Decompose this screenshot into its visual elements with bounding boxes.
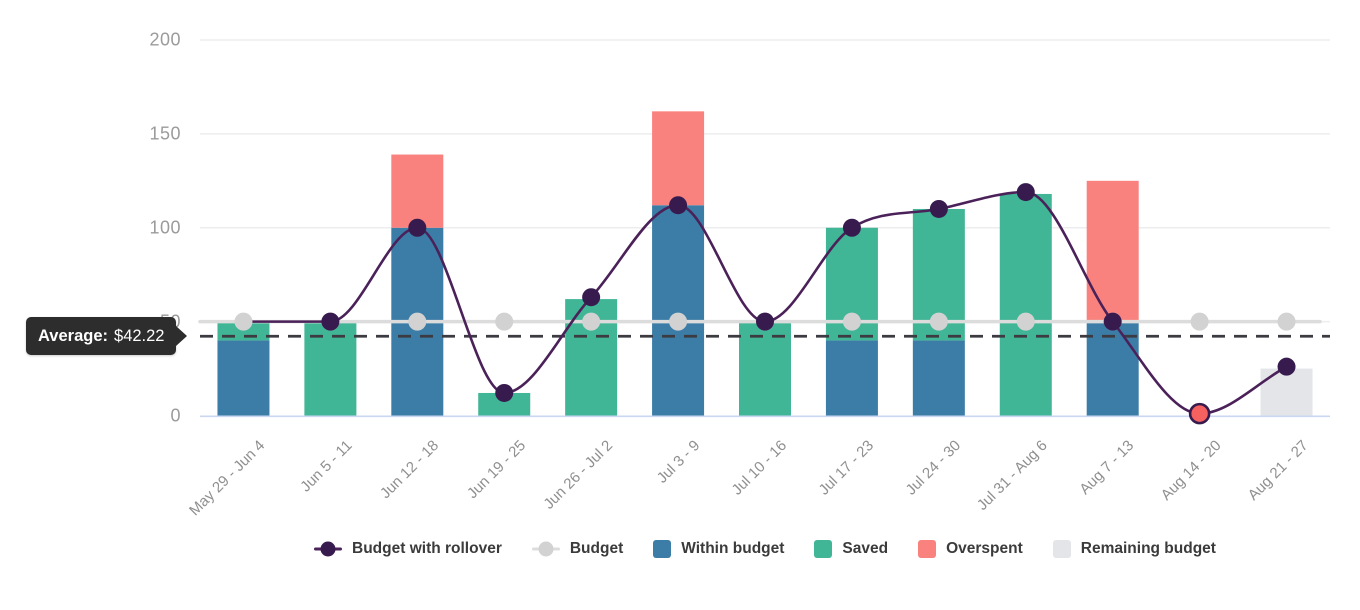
bar-segment-overspent[interactable]: [391, 154, 444, 228]
rollover-dot[interactable]: [842, 218, 861, 237]
bar-segment-saved[interactable]: [478, 392, 531, 416]
legend-label: Budget: [569, 540, 624, 557]
y-axis-label: 200: [149, 29, 181, 50]
budget-dot[interactable]: [495, 312, 514, 331]
y-axis-label: 0: [170, 405, 181, 425]
budget-dot[interactable]: [582, 312, 601, 331]
rollover-overspent-dot[interactable]: [1188, 402, 1211, 425]
legend-square-icon: [918, 540, 937, 558]
budget-dot[interactable]: [669, 312, 688, 331]
budget-dot[interactable]: [1277, 312, 1296, 331]
rollover-dot[interactable]: [1103, 312, 1122, 331]
legend-label: Budget with rollover: [352, 540, 502, 557]
rollover-dot[interactable]: [408, 218, 427, 237]
bar-segment-within-budget[interactable]: [217, 340, 270, 416]
legend-item-overspent[interactable]: Overspent: [918, 540, 1023, 558]
chart-legend: Budget with rollover Budget Within budget S…: [200, 540, 1330, 558]
budget-dot[interactable]: [408, 312, 427, 331]
rollover-dot[interactable]: [1016, 183, 1035, 202]
legend-square-icon: [814, 540, 833, 558]
bar-segment-within-budget[interactable]: [912, 340, 965, 416]
bar-segment-saved[interactable]: [999, 193, 1052, 416]
tooltip-arrow-icon: [176, 326, 188, 346]
rollover-dot[interactable]: [495, 383, 514, 402]
rollover-dot[interactable]: [1277, 357, 1296, 376]
budget-dot[interactable]: [1190, 312, 1209, 331]
legend-item-saved[interactable]: Saved: [814, 540, 888, 558]
bar-segment-within-budget[interactable]: [825, 340, 878, 416]
legend-label: Overspent: [946, 540, 1023, 557]
legend-marker-dot: [320, 541, 336, 557]
bar-segment-overspent[interactable]: [1086, 180, 1139, 322]
rollover-dot[interactable]: [582, 288, 601, 307]
rollover-dot[interactable]: [669, 196, 688, 215]
rollover-dot[interactable]: [756, 312, 774, 331]
budget-dot[interactable]: [1016, 312, 1035, 331]
rollover-dot[interactable]: [321, 312, 340, 331]
legend-item-within-budget[interactable]: Within budget: [653, 540, 784, 558]
bar-segment-within-budget[interactable]: [652, 205, 705, 416]
legend-square-icon: [1052, 540, 1071, 558]
legend-item-remaining-budget[interactable]: Remaining budget: [1052, 540, 1216, 558]
budget-dot[interactable]: [234, 312, 253, 331]
legend-line-dot-icon: [531, 541, 560, 557]
y-axis-label: 150: [149, 123, 181, 144]
legend-label: Saved: [842, 540, 889, 557]
legend-square-icon: [653, 540, 672, 558]
average-tooltip-label: Average:: [38, 327, 109, 345]
legend-label: Within budget: [681, 540, 785, 557]
rollover-dot[interactable]: [929, 199, 948, 218]
legend-marker-dot: [538, 541, 554, 557]
average-tooltip: Average: $42.22: [26, 317, 188, 355]
bar-segment-overspent[interactable]: [652, 111, 705, 206]
legend-item-budget-with-rollover[interactable]: Budget with rollover: [314, 540, 502, 558]
average-tooltip-value: $42.22: [114, 327, 165, 345]
legend-line-dot-icon: [314, 541, 343, 557]
legend-item-budget[interactable]: Budget: [531, 540, 624, 558]
y-axis-label: 100: [149, 217, 181, 238]
budget-chart-plot: [198, 39, 1330, 425]
budget-dot[interactable]: [929, 312, 948, 331]
legend-label: Remaining budget: [1080, 540, 1216, 557]
budget-dot[interactable]: [842, 312, 861, 331]
